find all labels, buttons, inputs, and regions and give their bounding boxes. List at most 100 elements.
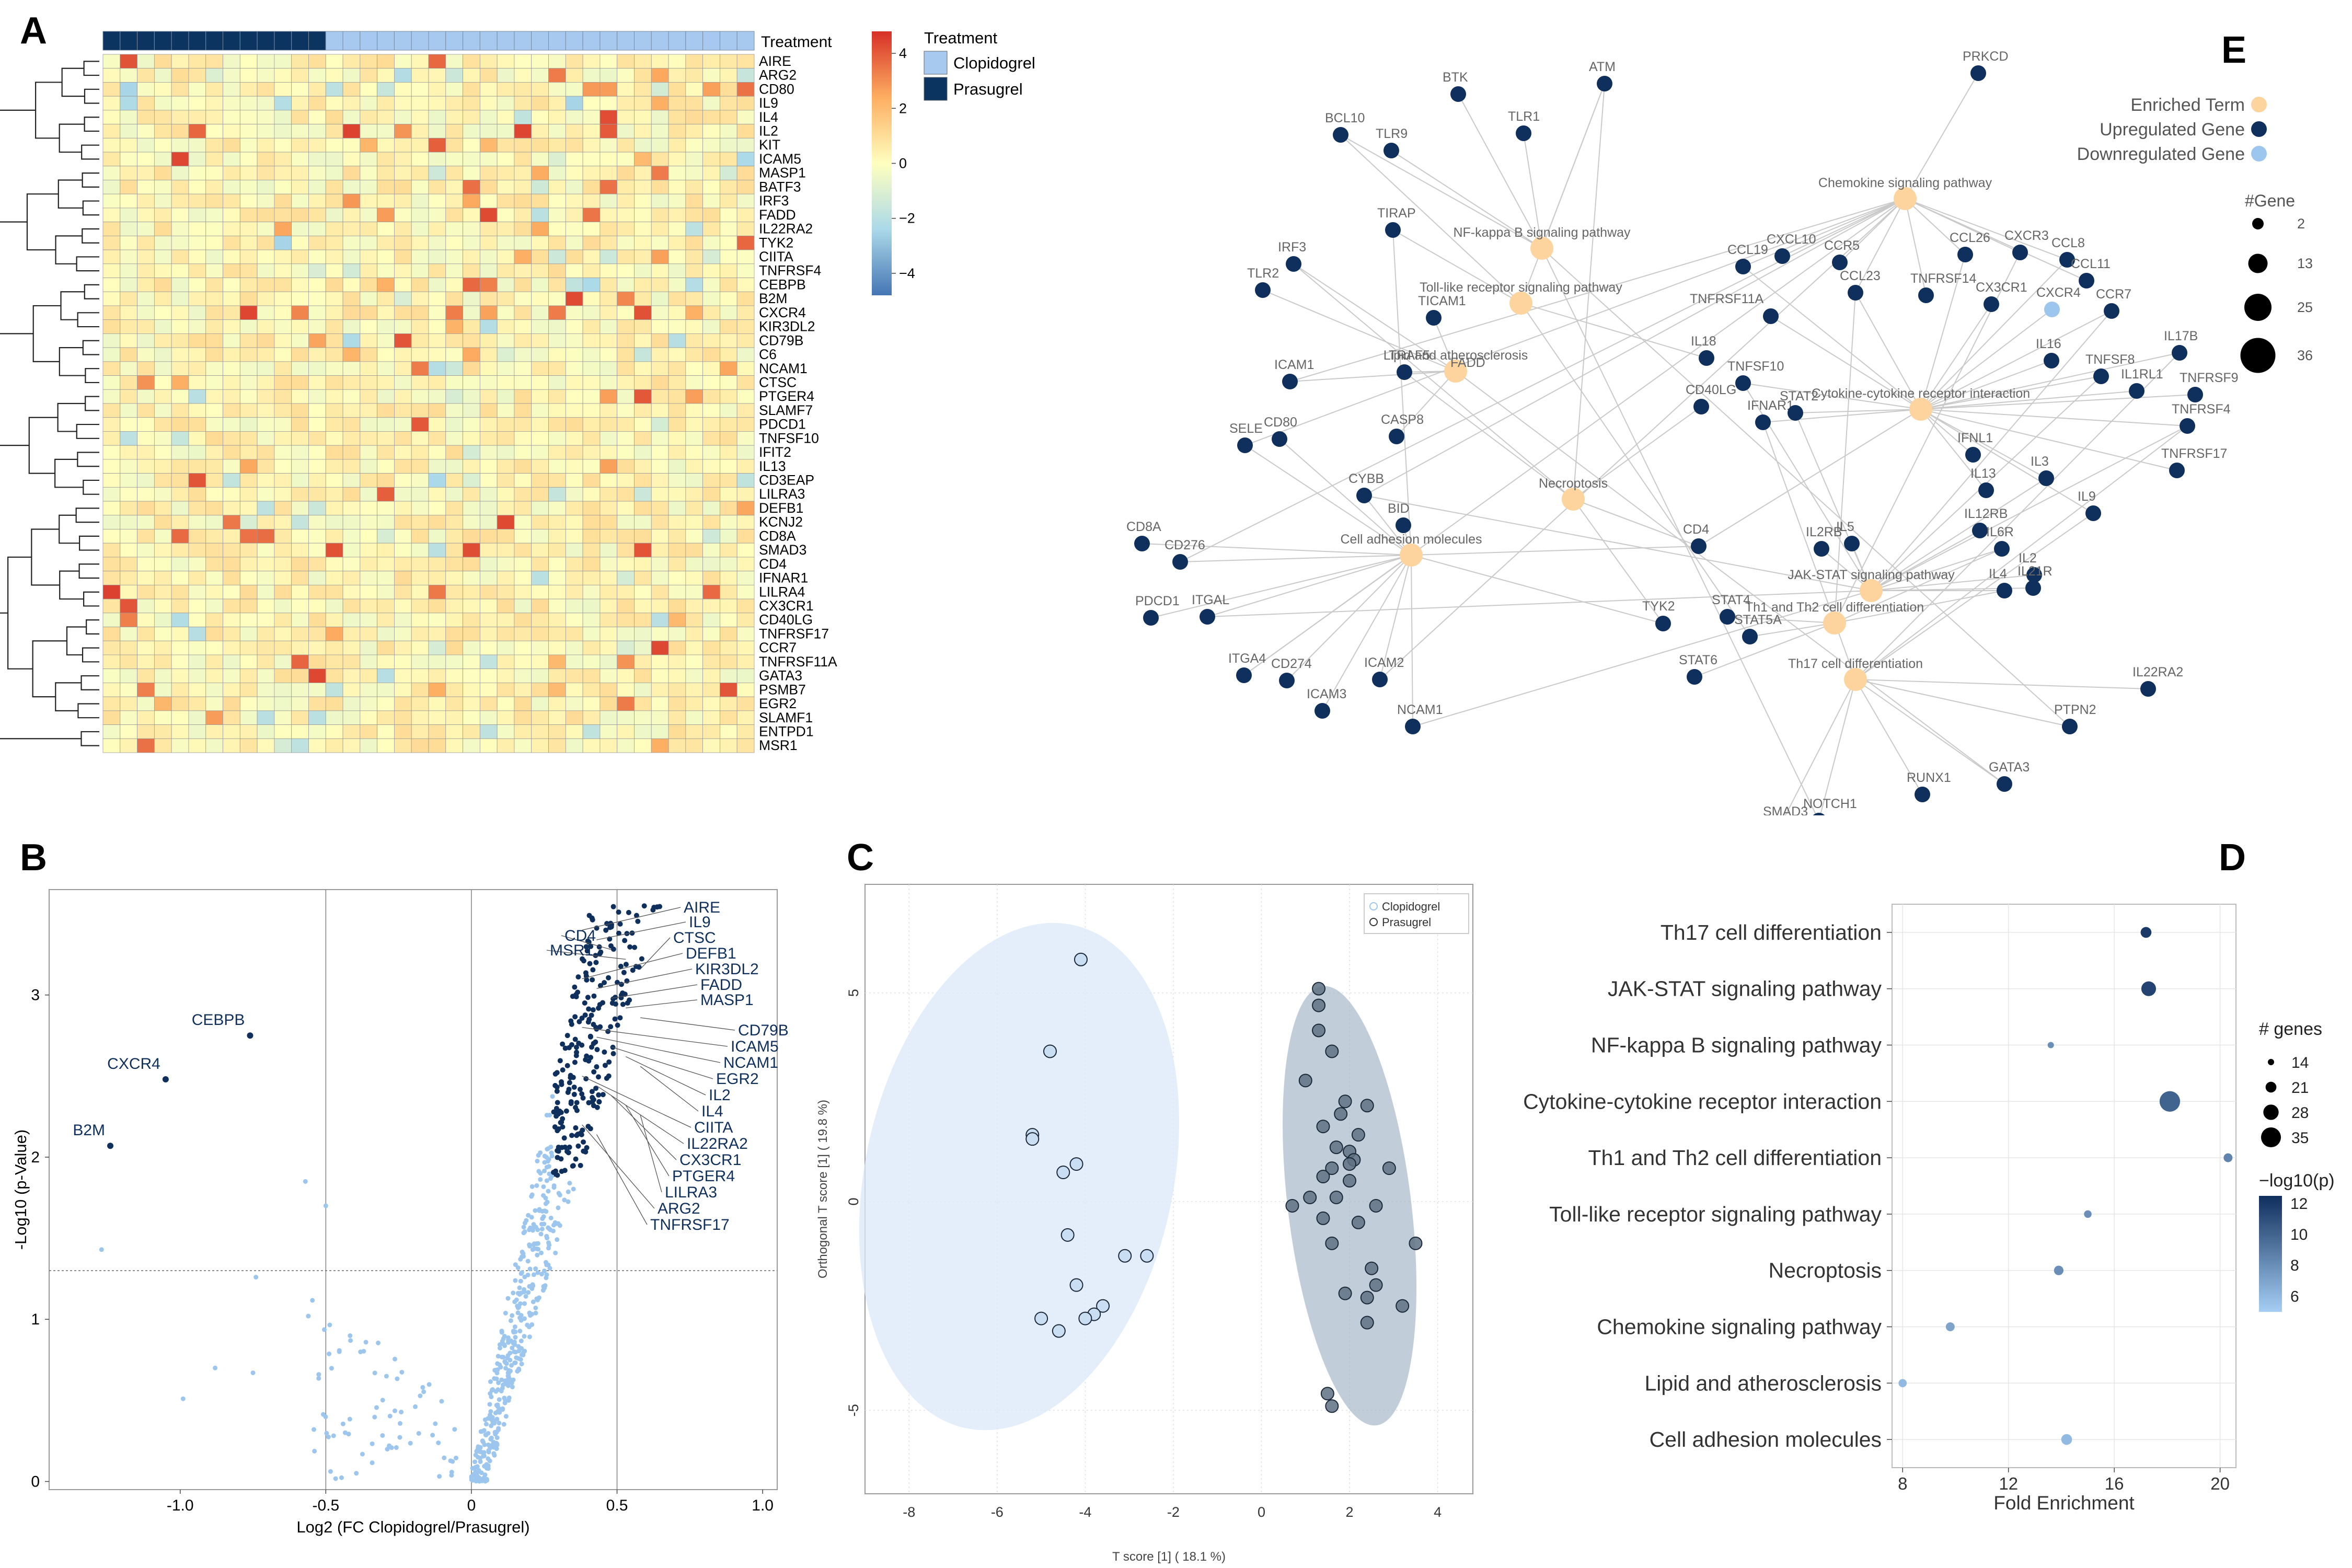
heatmap-cell	[514, 291, 532, 306]
heatmap-cell	[599, 654, 618, 670]
heatmap-cell	[325, 417, 343, 432]
heatmap-cell	[736, 54, 755, 69]
heatmap-cell	[479, 96, 498, 111]
heatmap-cell	[514, 263, 532, 278]
gene-node	[2025, 580, 2041, 596]
gene-point	[489, 1417, 494, 1423]
heatmap-cell	[548, 613, 566, 627]
heatmap-cell	[720, 613, 737, 627]
heatmap-cell	[565, 654, 583, 670]
heatmap-cell	[274, 473, 292, 488]
gene-node	[1279, 673, 1295, 688]
dendrogram-branch	[32, 305, 61, 362]
heatmap-cell	[171, 529, 189, 544]
upregulated-point	[589, 1012, 594, 1018]
heatmap-cell	[308, 543, 326, 558]
annotation-cell	[205, 31, 224, 51]
gene-node	[2085, 505, 2101, 521]
gene-node	[1450, 86, 1466, 102]
heatmap-cell	[171, 235, 189, 250]
heatmap-cell	[428, 445, 446, 460]
heatmap-cell	[205, 235, 223, 250]
gene-point	[513, 1350, 518, 1355]
heatmap-cell	[599, 473, 618, 488]
heatmap-cell	[360, 627, 378, 641]
heatmap-cell	[291, 613, 309, 627]
heatmap-cell	[599, 613, 618, 627]
heatmap-cell	[514, 152, 532, 167]
heatmap-cell	[342, 333, 361, 348]
heatmap-cell	[685, 738, 704, 753]
heatmap-cell	[102, 347, 121, 362]
heatmap-cell	[651, 598, 669, 614]
gene-node	[2129, 383, 2145, 399]
heatmap-cell	[445, 291, 463, 306]
heatmap-cell	[599, 683, 618, 697]
heatmap-cell	[685, 278, 704, 292]
row-label: ICAM5	[759, 151, 801, 167]
heatmap-cell	[360, 543, 378, 558]
x-tick-label: 12	[1999, 1474, 2018, 1493]
network-edge	[1920, 304, 1992, 410]
heatmap-cell	[617, 278, 635, 292]
heatmap-cell	[497, 96, 515, 111]
heatmap-cell	[257, 459, 275, 474]
heatmap-cell	[377, 640, 395, 655]
heatmap-cell	[531, 654, 549, 670]
heatmap-cell	[685, 361, 704, 376]
gene-point	[478, 1445, 483, 1450]
heatmap-cell	[685, 180, 704, 194]
heatmap-cell	[531, 683, 549, 697]
gene-point	[505, 1296, 511, 1301]
heatmap-cell	[463, 319, 480, 334]
score-point	[1365, 1261, 1379, 1275]
dendrogram-branch	[84, 284, 99, 299]
heatmap-cell	[205, 263, 223, 278]
heatmap-cell	[582, 333, 601, 348]
heatmap-cell	[137, 668, 155, 683]
upregulated-point	[595, 1074, 601, 1080]
gene-node-label: CD4	[1683, 522, 1709, 537]
heatmap-cell	[582, 571, 601, 585]
gene-point	[311, 1427, 316, 1432]
heatmap-cell	[599, 487, 618, 502]
dendrogram-branch	[54, 458, 84, 488]
heatmap-cell	[599, 68, 618, 83]
heatmap-cell	[702, 654, 720, 670]
heatmap-cell	[634, 738, 652, 753]
heatmap-cell	[582, 724, 601, 739]
heatmap-cell	[171, 82, 189, 97]
heatmap-cell	[137, 166, 155, 180]
heatmap-cell	[274, 96, 292, 111]
heatmap-cell	[274, 54, 292, 69]
heatmap-cell	[634, 584, 652, 599]
heatmap-cell	[394, 584, 412, 599]
gene-point	[323, 1203, 328, 1208]
heatmap-cell	[325, 403, 343, 418]
gene-node-label: IL6R	[1986, 525, 2014, 539]
heatmap-cell	[411, 361, 429, 376]
heatmap-cell	[720, 263, 737, 278]
heatmap-cell	[154, 110, 172, 125]
heatmap-cell	[497, 249, 515, 264]
gene-point	[515, 1290, 521, 1296]
gene-point	[541, 1269, 547, 1274]
gene-node-label: IL9	[2078, 489, 2096, 504]
gene-node-label: IL2	[2019, 551, 2037, 566]
dendrogram-branch	[78, 563, 99, 579]
heatmap-cell	[205, 222, 223, 236]
row-label: IL4	[759, 109, 778, 125]
heatmap-cell	[428, 180, 446, 194]
heatmap-cell	[154, 361, 172, 376]
heatmap-cell	[651, 417, 669, 432]
heatmap-cell	[411, 557, 429, 572]
size-legend-label: 14	[2291, 1054, 2309, 1071]
heatmap-cell	[514, 235, 532, 250]
heatmap-cell	[445, 319, 463, 334]
upregulated-point	[584, 1053, 590, 1059]
point-label: KIR3DL2	[695, 961, 759, 978]
heatmap-cell	[548, 738, 566, 753]
heatmap-cell	[377, 319, 395, 334]
heatmap-cell	[617, 529, 635, 544]
heatmap-cell	[702, 54, 720, 69]
